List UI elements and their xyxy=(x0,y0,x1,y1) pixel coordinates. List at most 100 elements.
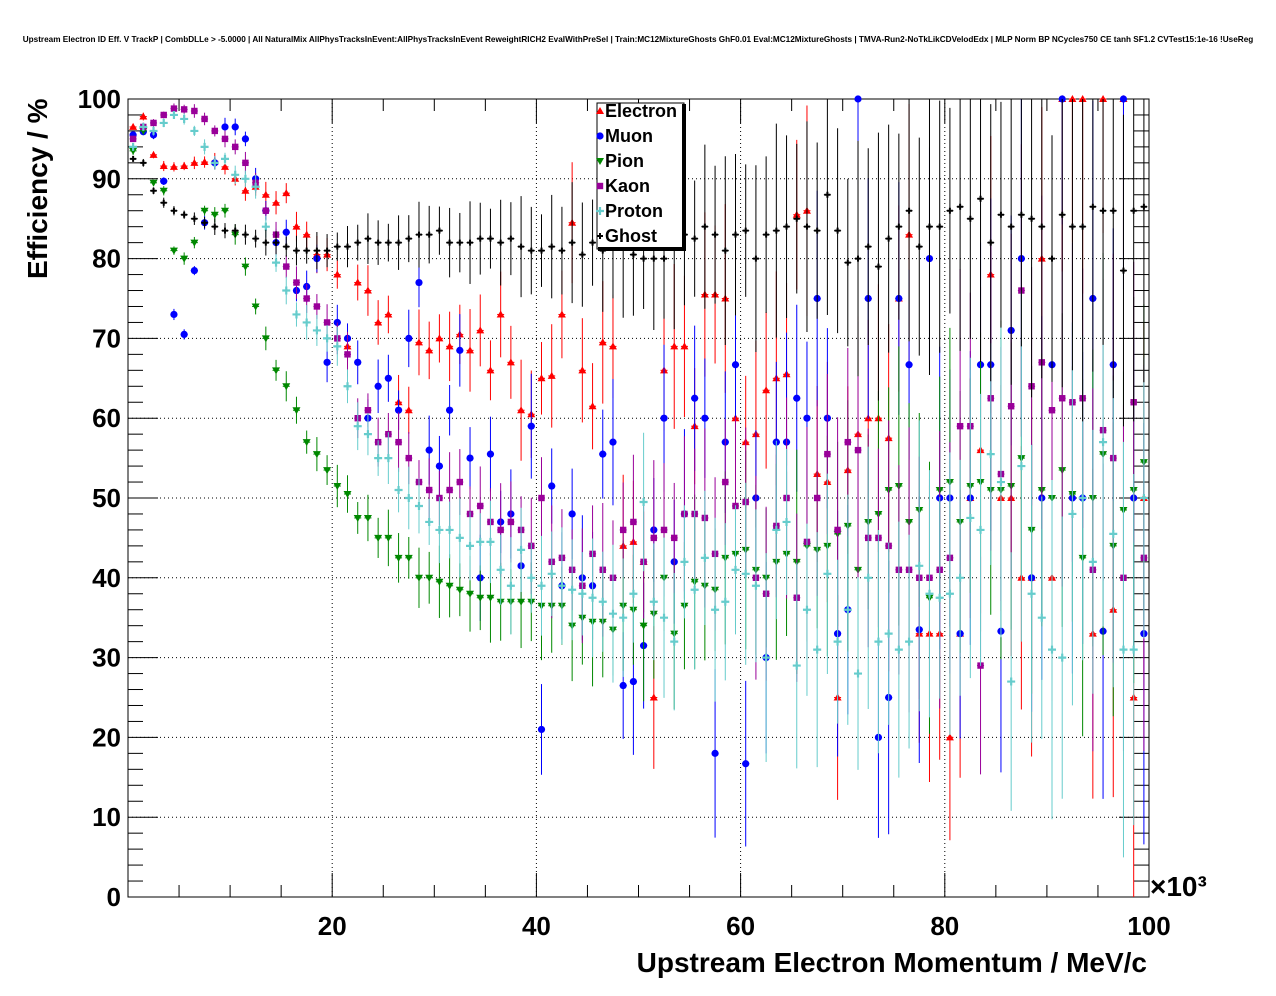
data-point xyxy=(895,223,902,230)
data-point xyxy=(323,358,331,366)
data-point xyxy=(905,637,914,646)
data-point xyxy=(130,155,137,162)
data-point xyxy=(1068,509,1077,518)
data-point xyxy=(353,422,362,431)
data-point xyxy=(169,162,178,170)
data-point xyxy=(231,170,240,179)
data-point xyxy=(456,346,464,354)
data-point xyxy=(527,573,536,582)
data-point xyxy=(385,239,392,246)
data-point xyxy=(598,597,607,606)
data-point xyxy=(293,279,300,286)
data-point xyxy=(435,462,444,470)
data-point xyxy=(210,158,219,167)
data-point xyxy=(701,223,708,230)
data-point xyxy=(477,235,484,242)
data-point xyxy=(150,119,157,127)
data-point xyxy=(467,239,474,246)
data-point xyxy=(170,310,178,319)
data-point xyxy=(517,598,526,606)
data-point xyxy=(854,669,863,678)
data-point xyxy=(1007,677,1016,686)
data-point xyxy=(129,142,138,151)
data-point xyxy=(547,569,556,578)
data-point xyxy=(966,513,975,522)
data-point xyxy=(589,239,596,246)
data-point xyxy=(834,526,841,534)
data-point xyxy=(210,211,219,219)
data-point xyxy=(261,335,270,343)
data-point xyxy=(916,243,923,250)
legend-entries: Electron Muon Pion Kaon Proton Ghost xyxy=(596,101,677,246)
data-point xyxy=(1099,438,1108,447)
data-point xyxy=(690,585,699,594)
data-point xyxy=(200,142,209,151)
data-point xyxy=(711,749,719,757)
data-point xyxy=(588,402,597,410)
data-point xyxy=(680,342,689,350)
data-point xyxy=(405,454,412,462)
data-point xyxy=(425,346,434,354)
data-point xyxy=(1048,407,1056,414)
data-point xyxy=(455,533,464,542)
data-point xyxy=(303,295,310,302)
data-point xyxy=(374,382,382,390)
data-point xyxy=(506,358,515,366)
data-point xyxy=(466,454,474,462)
data-point xyxy=(261,190,270,198)
data-point xyxy=(630,518,637,526)
data-point xyxy=(129,135,137,143)
data-point xyxy=(272,198,281,206)
data-point xyxy=(333,342,342,351)
data-point xyxy=(282,228,290,236)
data-point xyxy=(404,494,413,502)
data-point xyxy=(312,326,321,335)
data-point xyxy=(507,518,515,526)
data-point xyxy=(496,310,505,318)
data-point xyxy=(220,207,229,215)
data-point xyxy=(426,231,433,238)
data-point xyxy=(629,589,638,598)
data-point xyxy=(303,247,310,254)
data-point xyxy=(1069,223,1076,230)
data-point xyxy=(1120,267,1127,274)
data-point xyxy=(1130,207,1137,214)
data-point xyxy=(252,235,259,242)
data-point xyxy=(1079,223,1086,230)
data-point xyxy=(395,239,402,246)
data-point xyxy=(201,219,208,226)
data-point xyxy=(191,107,198,115)
data-point xyxy=(333,318,341,327)
chart-title: Upstream Electron ID Eff. V TrackP | Com… xyxy=(23,35,1254,44)
data-point xyxy=(824,191,831,198)
legend-label: Pion xyxy=(605,151,644,171)
data-point xyxy=(1139,494,1148,502)
data-point xyxy=(211,127,218,135)
data-point xyxy=(344,243,351,250)
data-point xyxy=(548,243,555,250)
data-point xyxy=(1058,653,1067,662)
data-point xyxy=(894,645,903,654)
data-point xyxy=(792,661,801,670)
legend-marker xyxy=(597,233,603,239)
data-point xyxy=(742,760,750,768)
data-point xyxy=(446,406,454,414)
data-point xyxy=(272,258,281,267)
data-point xyxy=(446,486,453,494)
data-point xyxy=(180,106,188,113)
data-point xyxy=(180,162,189,170)
data-point xyxy=(630,251,637,258)
data-point xyxy=(436,227,443,234)
data-point xyxy=(763,231,770,238)
data-point xyxy=(394,406,403,414)
legend-label: Ghost xyxy=(605,226,657,246)
data-point xyxy=(211,223,218,230)
data-point xyxy=(445,582,454,590)
data-point xyxy=(414,501,423,510)
y-tick-label: 60 xyxy=(92,403,121,433)
data-point xyxy=(700,553,709,562)
data-point xyxy=(1059,395,1066,402)
data-point xyxy=(324,247,331,254)
data-point xyxy=(691,394,699,402)
